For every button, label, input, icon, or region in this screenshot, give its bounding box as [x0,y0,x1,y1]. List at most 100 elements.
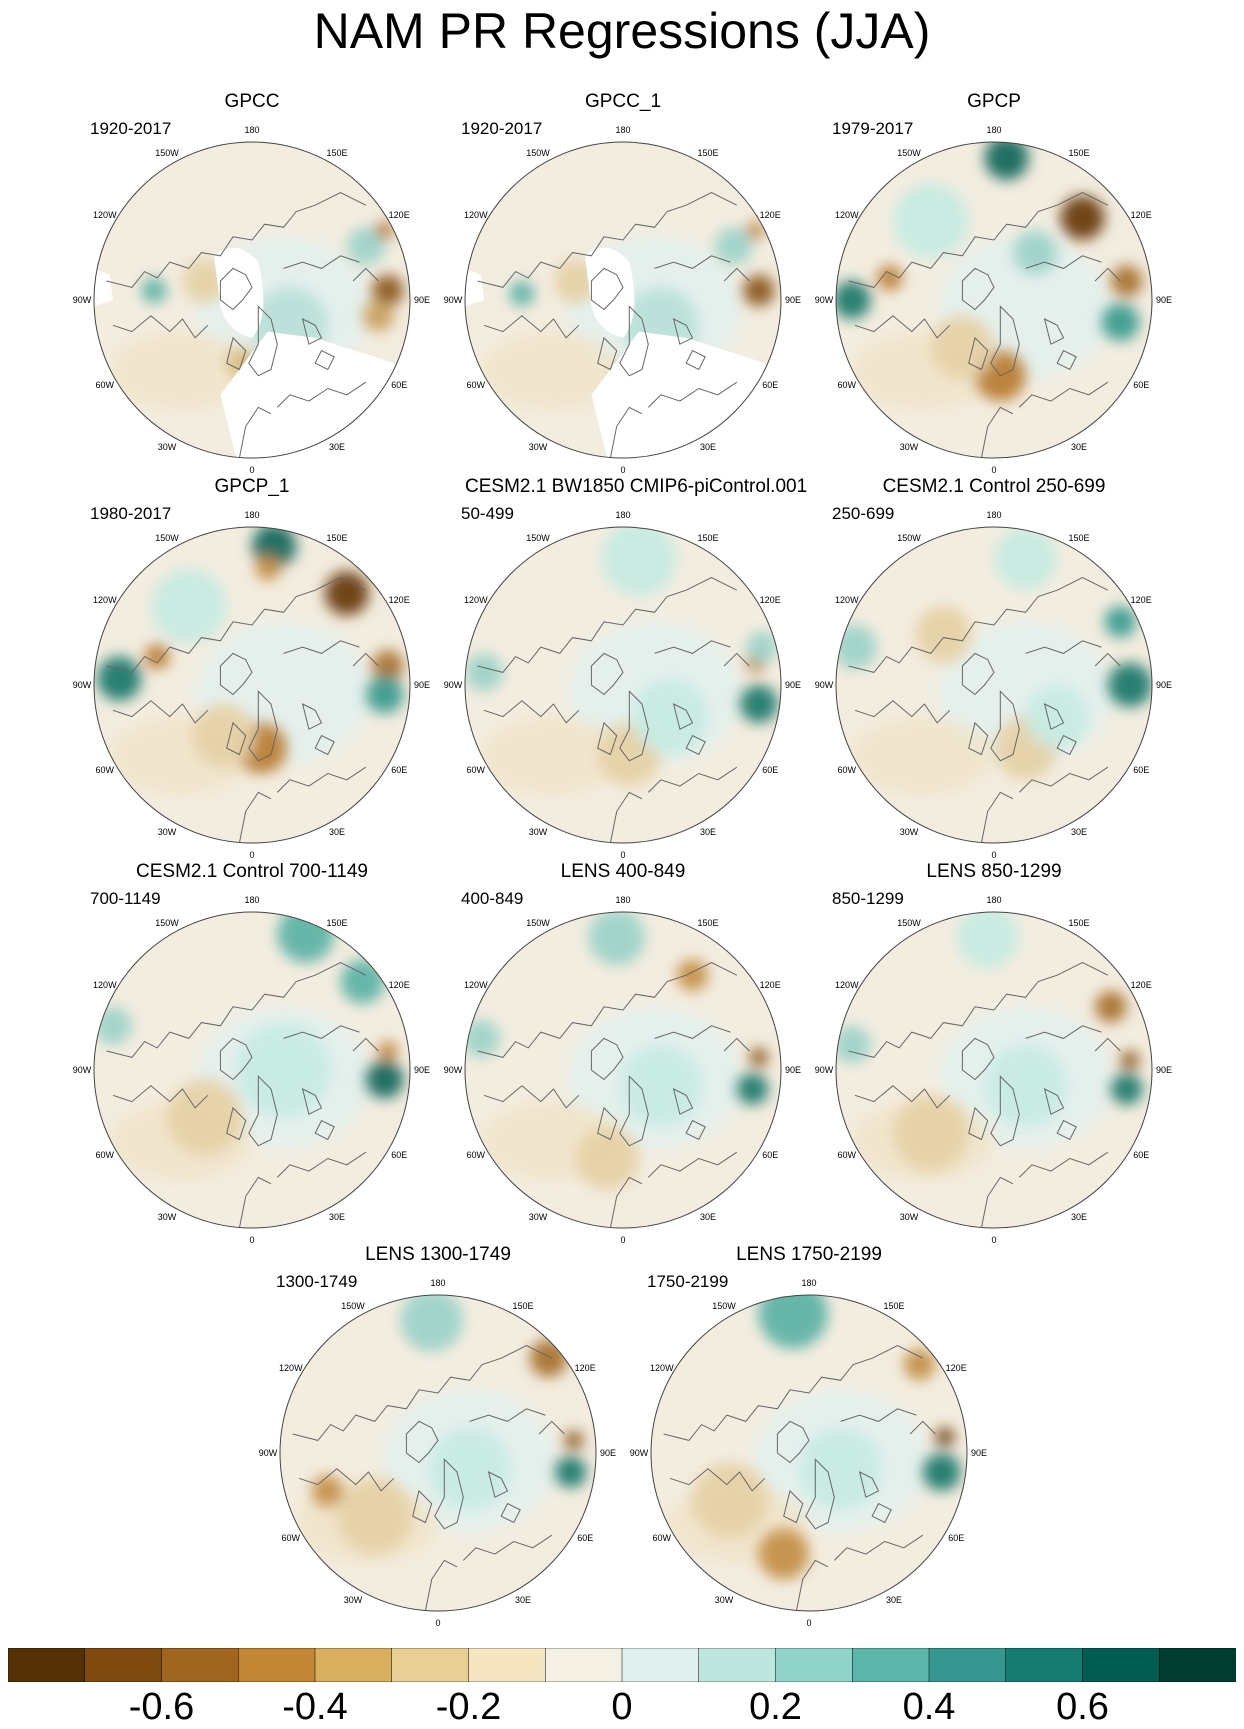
colorbar-tick-label: 0 [611,1686,633,1728]
anomaly-blob [749,1047,769,1067]
longitude-label: 60E [948,1533,964,1543]
longitude-label: 90W [73,295,92,305]
anomaly-blob [903,1348,936,1381]
colorbar-tick-label: -0.2 [435,1686,502,1728]
anomaly-blob [509,281,535,307]
colorbar-swatch [1082,1648,1160,1682]
longitude-label: 30E [1071,442,1087,452]
panel-period: 1300-1749 [276,1272,358,1291]
longitude-label: 180 [801,1278,816,1288]
anomaly-blob [619,1044,702,1127]
longitude-label: 150E [1068,533,1089,543]
anomaly-blob [365,675,404,714]
longitude-label: 60W [838,380,857,390]
longitude-label: 180 [986,125,1001,135]
longitude-label: 60E [391,765,407,775]
longitude-label: 30E [515,1595,531,1605]
panel-title: CESM2.1 Control 700-1149 [136,861,368,882]
anomaly-blob [922,1453,961,1491]
figure-title: NAM PR Regressions (JJA) [313,3,931,59]
anomaly-blob [836,624,878,670]
panel-period: 250-699 [832,504,895,523]
colorbar-tick-label: 0.6 [1056,1686,1109,1728]
longitude-label: 0 [249,1235,254,1245]
longitude-label: 30W [900,827,919,837]
panel-title: GPCC_1 [584,91,662,112]
colorbar-swatch [238,1648,316,1682]
anomaly-blob [400,1295,464,1352]
longitude-label: 120E [575,1363,596,1373]
longitude-label: 180 [986,895,1001,905]
longitude-label: 30E [700,827,716,837]
longitude-label: 90W [444,1065,463,1075]
longitude-label: 90E [414,680,430,690]
anomaly-blob [758,1295,828,1349]
anomaly-blob [182,258,227,304]
anomaly-blob [372,274,404,307]
panel-title: GPCP [967,91,1021,112]
anomaly-blob [1110,1073,1143,1105]
longitude-label: 150E [326,918,347,928]
anomaly-blob [984,142,1029,180]
colorbar-swatch [775,1648,853,1682]
anomaly-blob [714,227,753,266]
map-panel-lens-850-1299: LENS 850-1299 850-1299 180 150E 120E 90E 60E 30… [815,861,1172,1245]
map-panel-cesm-picontrol: CESM2.1 BW1850 CMIP6-piControl.001 50-499… [444,476,807,860]
colorbar-tick-label: 0.4 [902,1686,956,1728]
anomaly-blob [935,1427,955,1447]
longitude-label: 150E [697,918,718,928]
longitude-label: 0 [620,465,625,475]
panel-title: LENS 850-1299 [926,861,1062,882]
longitude-label: 90E [414,295,430,305]
longitude-label: 60W [838,765,857,775]
longitude-label: 120W [279,1363,303,1373]
longitude-label: 150W [155,148,179,158]
colorbar-swatch [391,1648,470,1682]
panel-title: CESM2.1 BW1850 CMIP6-piControl.001 [465,476,808,497]
longitude-label: 0 [620,850,625,860]
longitude-label: 60E [577,1533,593,1543]
polar-map: 180 150E 120E 90E 60E 30E 0 30W 60W 90W 120W 150W [73,895,430,1245]
anomaly-blob [564,1430,584,1450]
longitude-label: 150W [341,1301,365,1311]
longitude-label: 150W [526,533,550,543]
colorbar-swatch [1159,1648,1236,1682]
longitude-label: 90E [971,1448,987,1458]
longitude-label: 120E [1131,210,1152,220]
anomaly-blob [746,631,778,663]
anomaly-blob [1104,606,1137,638]
longitude-label: 60W [282,1533,301,1543]
anomaly-blob [836,281,871,319]
panel-period: 850-1299 [832,889,904,908]
longitude-label: 150W [897,533,921,543]
longitude-label: 180 [244,510,259,520]
longitude-label: 120W [650,1363,674,1373]
longitude-label: 60E [762,765,778,775]
longitude-label: 120W [93,980,117,990]
longitude-label: 30E [1071,827,1087,837]
colorbar-tick-label: -0.4 [282,1686,348,1728]
anomaly-blob [994,527,1058,591]
longitude-label: 30W [158,827,177,837]
longitude-label: 120E [389,595,410,605]
anomaly-blob [799,1427,882,1510]
anomaly-blob [94,1006,132,1045]
longitude-label: 60E [762,1150,778,1160]
panel-period: 1980-2017 [90,504,172,523]
anomaly-blob [692,1462,768,1539]
longitude-label: 0 [991,1235,996,1245]
anomaly-blob [984,1044,1067,1127]
panel-period: 700-1149 [90,889,161,908]
longitude-label: 60E [1133,380,1149,390]
colorbar-swatch [84,1648,163,1682]
polar-map: 180 150E 120E 90E 60E 30E 0 30W 60W 90W 120W 150W [259,1278,616,1628]
panel-period: 50-499 [461,504,514,523]
anomaly-blob [1120,1051,1140,1070]
longitude-label: 120E [760,980,781,990]
panel-title: LENS 1750-2199 [736,1244,882,1265]
anomaly-blob [166,1079,243,1156]
longitude-label: 0 [991,850,996,860]
longitude-label: 60W [467,765,486,775]
longitude-label: 60W [96,765,115,775]
anomaly-blob [346,227,385,266]
